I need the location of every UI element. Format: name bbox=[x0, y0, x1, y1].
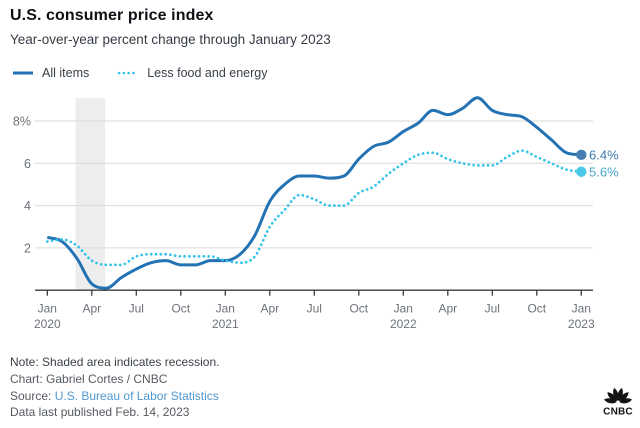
page-title: U.S. consumer price index bbox=[10, 7, 214, 24]
footnote: Note: Shaded area indicates recession. bbox=[10, 355, 220, 369]
x-tick-label: Jan bbox=[572, 302, 591, 316]
line-less-food-and-energy bbox=[45, 149, 583, 267]
dotted-line-swatch-icon bbox=[117, 71, 140, 75]
legend-item-less-food-energy: Less food and energy bbox=[117, 66, 267, 80]
x-tick-label: Oct bbox=[349, 302, 368, 316]
source-link[interactable]: U.S. Bureau of Labor Statistics bbox=[54, 388, 219, 403]
data-published: Data last published Feb. 14, 2023 bbox=[10, 404, 190, 419]
source-line: Source: U.S. Bureau of Labor Statistics bbox=[10, 388, 219, 404]
legend-item-all-items: All items bbox=[12, 66, 89, 80]
x-tick-label: Jan bbox=[216, 302, 235, 316]
recession-band bbox=[75, 98, 106, 291]
x-tick-year-label: 2022 bbox=[390, 317, 417, 331]
x-tick-label: Jan bbox=[38, 302, 57, 316]
end-value-label-all-items: 6.4% bbox=[589, 147, 619, 162]
x-tick-label: Apr bbox=[260, 302, 279, 316]
y-tick-label: 4 bbox=[24, 199, 31, 213]
y-tick-label: 2 bbox=[24, 241, 31, 255]
y-tick-label: 6 bbox=[24, 157, 31, 171]
source-label: Source: bbox=[10, 388, 55, 403]
x-tick-label: Oct bbox=[171, 302, 190, 316]
end-dot-less-food-and-energy bbox=[576, 166, 587, 177]
end-dot-all-items bbox=[576, 149, 587, 161]
chart-subtitle: Year-over-year percent change through Ja… bbox=[10, 32, 331, 47]
cnbc-logo-text: CNBC bbox=[603, 407, 633, 418]
legend-label: Less food and energy bbox=[147, 66, 268, 80]
x-tick-label: Jul bbox=[129, 302, 144, 316]
solid-line-swatch-icon bbox=[13, 71, 33, 75]
legend-label: All items bbox=[42, 66, 90, 80]
cnbc-logo: CNBC bbox=[603, 387, 633, 418]
x-tick-year-label: 2020 bbox=[34, 317, 61, 331]
x-tick-label: Apr bbox=[438, 302, 457, 316]
x-tick-label: Oct bbox=[527, 302, 546, 316]
x-tick-label: Jul bbox=[485, 302, 500, 316]
x-tick-year-label: 2021 bbox=[212, 317, 239, 331]
footer: Note: Shaded area indicates recession. C… bbox=[10, 354, 219, 420]
chart-credit: Chart: Gabriel Cortes / CNBC bbox=[10, 372, 168, 387]
x-tick-label: Jul bbox=[307, 302, 322, 316]
legend: All items Less food and energy bbox=[12, 66, 267, 80]
end-value-label-less-food-and-energy: 5.6% bbox=[589, 164, 619, 179]
x-tick-label: Apr bbox=[82, 302, 101, 316]
x-tick-label: Jan bbox=[394, 302, 413, 316]
y-tick-label: 8% bbox=[13, 115, 31, 129]
x-tick-year-label: 2023 bbox=[568, 317, 595, 331]
line-all-items bbox=[46, 96, 582, 290]
